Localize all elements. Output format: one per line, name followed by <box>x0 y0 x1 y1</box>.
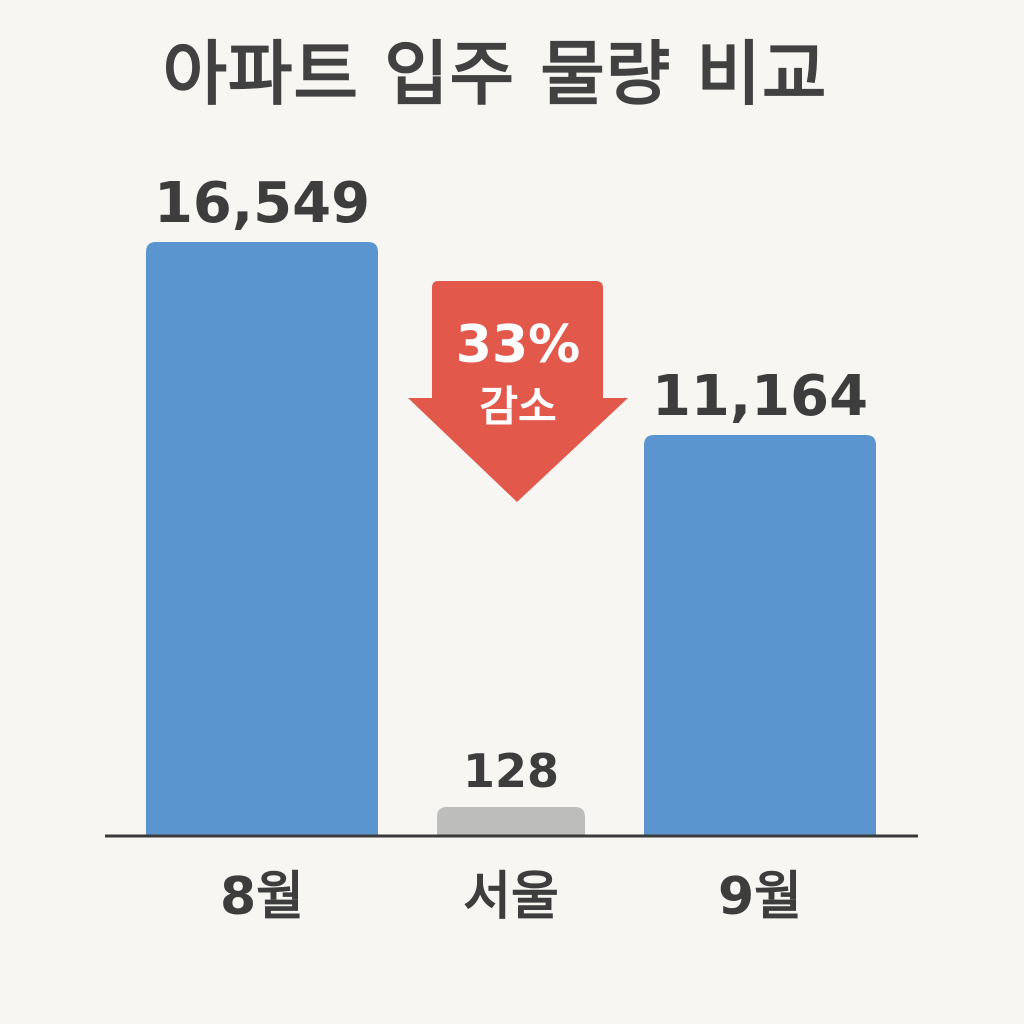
down-arrow-icon <box>408 281 628 502</box>
bar-value-label-0: 16,549 <box>154 171 370 236</box>
bar-0 <box>146 242 378 835</box>
chart-title: 아파트 입주 물량 비교 <box>162 33 828 115</box>
category-label-2: 9월 <box>718 867 802 927</box>
bar-value-label-2: 11,164 <box>652 364 868 429</box>
category-label-1: 서울 <box>463 867 559 927</box>
category-label-0: 8월 <box>220 867 304 927</box>
decrease-text: 감소 <box>479 382 556 431</box>
bar-value-label-1: 128 <box>463 744 559 798</box>
decrease-annotation: 33% 감소 <box>408 281 628 502</box>
decrease-percent: 33% <box>456 315 580 375</box>
bar-2 <box>644 434 876 835</box>
bar-1 <box>437 807 585 835</box>
